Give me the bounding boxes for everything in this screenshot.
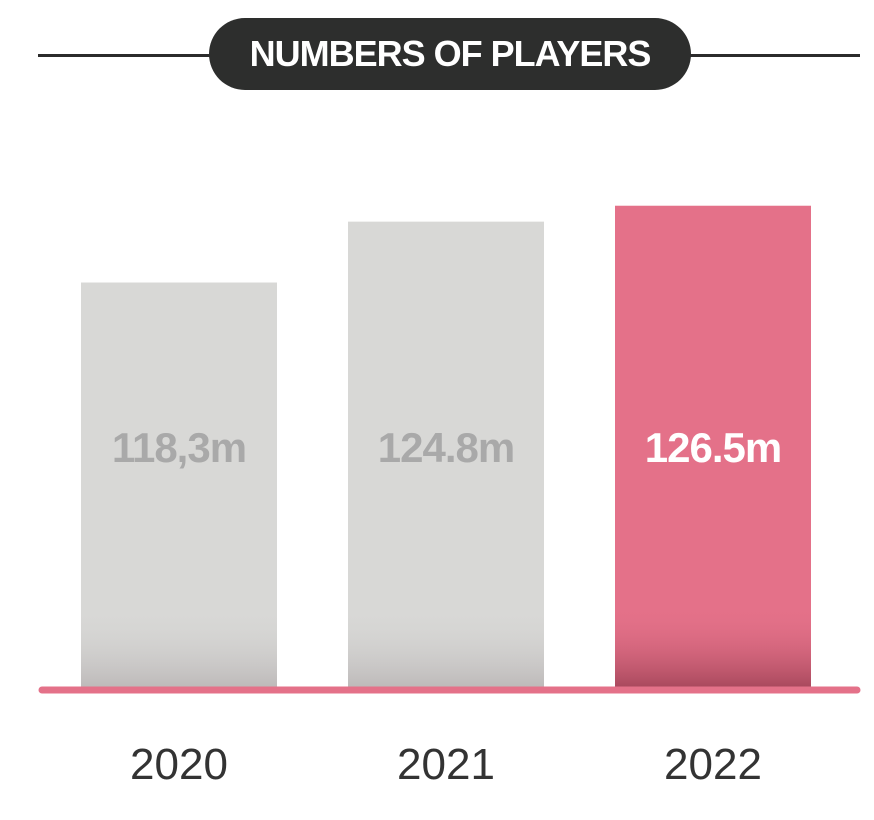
chart-title: NUMBERS OF PLAYERS [249,33,652,74]
category-label-2022: 2022 [664,740,762,789]
bar-shade-2022 [615,606,811,688]
value-label-2020: 118,3m [112,424,246,471]
category-label-2021: 2021 [397,740,495,789]
value-label-2022: 126.5m [645,424,781,471]
title-badge: NUMBERS OF PLAYERS [209,18,691,90]
bar-shade-2021 [348,606,544,688]
category-label-2020: 2020 [130,740,228,789]
value-label-2021: 124.8m [378,424,514,471]
bar-shade-2020 [81,606,277,688]
